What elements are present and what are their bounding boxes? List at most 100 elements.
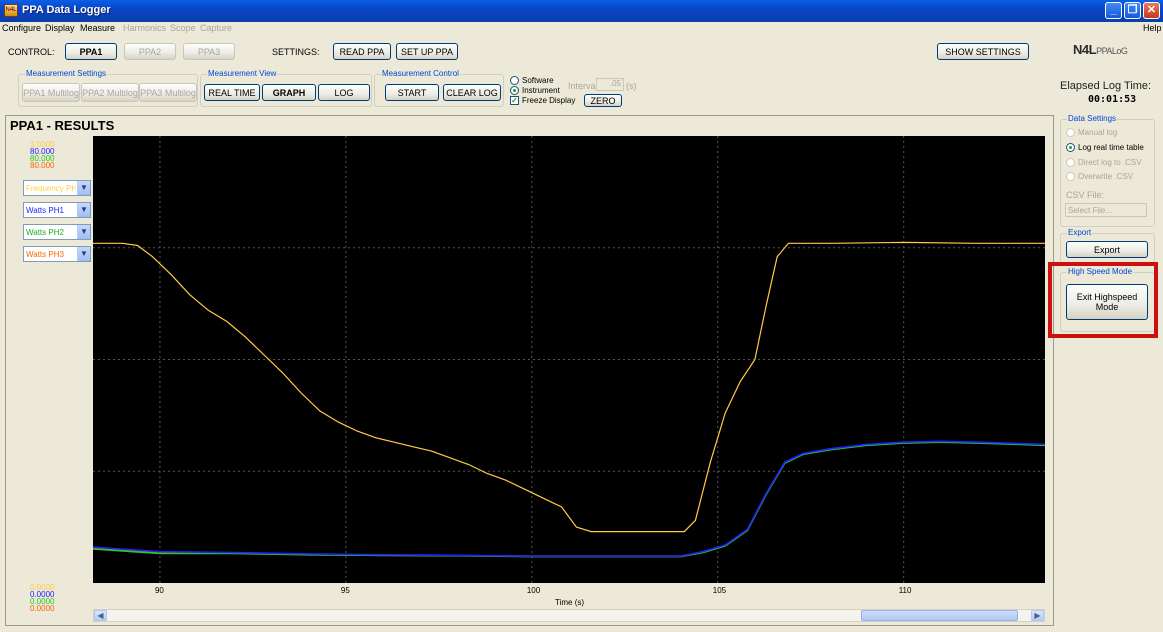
ppa3-multilog-button[interactable]: PPA3 Multilog: [139, 83, 197, 102]
high-speed-mode-title: High Speed Mode: [1067, 267, 1134, 276]
scale-top-ch2: 80.000: [30, 147, 55, 156]
series-line-watts-ph3: [92, 440, 1046, 558]
interval-unit: (s): [626, 81, 637, 91]
csv-file-field[interactable]: Select File...: [1065, 203, 1147, 217]
scale-bottom-ch4: 0.0000: [30, 604, 55, 613]
x-tick-label-0: 90: [154, 586, 164, 595]
log-button[interactable]: LOG: [318, 84, 370, 101]
close-icon[interactable]: ✕: [1143, 2, 1160, 19]
zero-button[interactable]: ZERO: [584, 94, 622, 107]
set-up-ppa-button[interactable]: SET UP PPA: [396, 43, 458, 60]
freeze-display-checkbox[interactable]: ✓ Freeze Display: [510, 96, 576, 105]
scale-bottom-ch3: 0.0000: [30, 597, 55, 606]
settings-label: SETTINGS:: [272, 47, 320, 57]
start-button[interactable]: START: [385, 84, 439, 101]
exit-highspeed-line2: Mode: [1095, 302, 1119, 312]
measurement-view-group: Measurement View: [200, 69, 372, 107]
minimize-icon[interactable]: _: [1105, 2, 1122, 19]
software-radio[interactable]: Software: [510, 76, 554, 85]
graph-button[interactable]: GRAPH: [262, 84, 316, 101]
radio-icon: [1066, 143, 1075, 152]
menu-measure[interactable]: Measure: [80, 23, 116, 33]
menu-display[interactable]: Display: [45, 23, 75, 33]
instrument-radio[interactable]: Instrument: [510, 86, 560, 95]
menu-scope[interactable]: Scope: [170, 23, 196, 33]
export-title: Export: [1067, 228, 1093, 237]
menu-capture[interactable]: Capture: [200, 23, 233, 33]
highlight-box: [1048, 262, 1158, 338]
ppa3-button[interactable]: PPA3: [183, 43, 235, 60]
scale-bottom-ch2: 0.0000: [30, 590, 55, 599]
menu-configure[interactable]: Configure: [2, 23, 42, 33]
x-axis-label: Time (s): [555, 598, 585, 607]
csv-file-label: CSV File:: [1066, 190, 1105, 200]
clear-log-button[interactable]: CLEAR LOG: [443, 84, 501, 101]
app-icon: N4L: [4, 4, 18, 17]
menu-help[interactable]: Help: [1143, 23, 1162, 33]
x-tick-label-2: 100: [526, 586, 541, 595]
overwrite-csv-radio[interactable]: Overwrite .CSV: [1066, 172, 1133, 181]
title-bar: N4L PPA Data Logger _ ❐ ✕: [0, 0, 1163, 22]
series-line-frequency-ph1: [93, 241, 1045, 533]
channel-select-1[interactable]: Frequency PH1▼: [23, 180, 91, 196]
series-line-watts-ph2: [92, 441, 1046, 558]
direct-log-csv-radio[interactable]: Direct log to .CSV: [1066, 158, 1142, 167]
scale-top-ch3: 80.000: [30, 154, 55, 163]
measurement-control-group: Measurement Control: [374, 69, 504, 107]
scroll-right-icon[interactable]: ▶: [1031, 610, 1044, 621]
chevron-down-icon: ▼: [77, 247, 90, 261]
channel-select-2[interactable]: Watts PH1 ▼: [23, 202, 91, 218]
real-time-button[interactable]: REAL TIME: [204, 84, 260, 101]
chevron-down-icon: ▼: [77, 181, 90, 195]
scale-bottom: 0.0000 0.0000 0.0000 0.0000: [30, 583, 55, 613]
ppa1-multilog-button[interactable]: PPA1 Multilog: [22, 83, 80, 102]
scale-top-ch1: 3.0000: [30, 140, 55, 149]
data-settings-group: Data Settings: [1060, 114, 1155, 227]
scale-top: 3.0000 80.000 80.000 80.000: [30, 140, 55, 170]
radio-icon: [1066, 128, 1075, 137]
instrument-radio-icon: [510, 86, 519, 95]
ppa2-multilog-button[interactable]: PPA2 Multilog: [81, 83, 139, 102]
measurement-view-title: Measurement View: [207, 69, 278, 78]
interval-field[interactable]: .05: [596, 78, 624, 91]
radio-icon: [1066, 158, 1075, 167]
scale-top-ch4: 80.000: [30, 161, 55, 170]
control-label: CONTROL:: [8, 47, 55, 57]
series-line-watts-ph1: [92, 440, 1046, 558]
restore-icon[interactable]: ❐: [1124, 2, 1141, 19]
channel-select-3[interactable]: Watts PH2 ▼: [23, 224, 91, 240]
menu-bar: Configure Display Measure Harmonics Scop…: [0, 22, 1163, 36]
graph-svg: [92, 136, 1046, 583]
read-ppa-button[interactable]: READ PPA: [333, 43, 391, 60]
menu-harmonics[interactable]: Harmonics: [123, 23, 167, 33]
measurement-settings-group: Measurement Settings: [18, 69, 198, 107]
software-radio-icon: [510, 76, 519, 85]
log-real-time-table-radio[interactable]: Log real time table: [1066, 143, 1144, 152]
elapsed-log-time-label: Elapsed Log Time:: [1060, 80, 1152, 92]
x-tick-label-3: 105: [712, 586, 727, 595]
ppa2-button[interactable]: PPA2: [124, 43, 176, 60]
x-tick-label-1: 95: [340, 586, 350, 595]
chevron-down-icon: ▼: [77, 203, 90, 217]
data-settings-title: Data Settings: [1067, 114, 1118, 123]
exit-highspeed-line1: Exit Highspeed: [1076, 292, 1138, 302]
export-button[interactable]: Export: [1066, 241, 1148, 258]
measurement-control-title: Measurement Control: [381, 69, 460, 78]
chevron-down-icon: ▼: [77, 225, 90, 239]
scroll-thumb[interactable]: [861, 610, 1018, 621]
graph-plot[interactable]: [92, 136, 1046, 583]
horizontal-scrollbar[interactable]: ◀ ▶: [93, 609, 1045, 622]
n4l-logo: N4LPPALoG: [1073, 42, 1128, 57]
radio-icon: [1066, 172, 1075, 181]
manual-log-radio[interactable]: Manual log: [1066, 128, 1117, 137]
scroll-left-icon[interactable]: ◀: [94, 610, 107, 621]
scale-bottom-ch1: 0.0000: [30, 583, 55, 592]
window-title: PPA Data Logger: [22, 4, 111, 16]
checkmark-icon: ✓: [510, 96, 519, 105]
show-settings-button[interactable]: SHOW SETTINGS: [937, 43, 1029, 60]
measurement-settings-title: Measurement Settings: [25, 69, 108, 78]
ppa1-button[interactable]: PPA1: [65, 43, 117, 60]
exit-highspeed-mode-button[interactable]: Exit Highspeed Mode: [1066, 284, 1148, 320]
channel-select-4[interactable]: Watts PH3 ▼: [23, 246, 91, 262]
x-tick-label-4: 110: [898, 586, 912, 595]
